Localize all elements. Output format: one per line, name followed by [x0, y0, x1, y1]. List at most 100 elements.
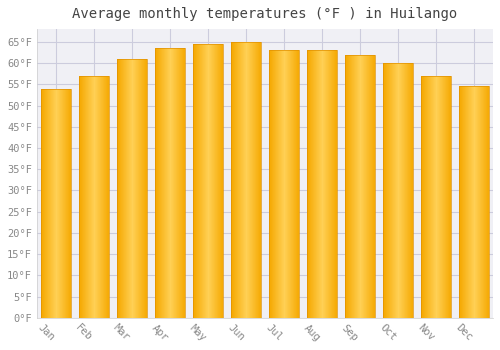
- Bar: [84, 76, 85, 318]
- Bar: [327, 50, 328, 318]
- Bar: [442, 76, 443, 318]
- Bar: [159, 48, 160, 318]
- Bar: [396, 63, 397, 318]
- Bar: [479, 86, 480, 318]
- Bar: [397, 63, 398, 318]
- Bar: [449, 76, 450, 318]
- Bar: [348, 55, 349, 318]
- Bar: [126, 59, 127, 318]
- Bar: [440, 76, 441, 318]
- Bar: [307, 50, 337, 318]
- Bar: [214, 44, 215, 318]
- Bar: [155, 48, 156, 318]
- Bar: [333, 50, 334, 318]
- Bar: [309, 50, 310, 318]
- Bar: [410, 63, 411, 318]
- Bar: [238, 42, 239, 318]
- Bar: [435, 76, 436, 318]
- Bar: [52, 89, 53, 318]
- Bar: [269, 50, 270, 318]
- Bar: [138, 59, 139, 318]
- Bar: [200, 44, 201, 318]
- Bar: [79, 76, 80, 318]
- Bar: [97, 76, 98, 318]
- Bar: [117, 59, 118, 318]
- Bar: [369, 55, 370, 318]
- Bar: [288, 50, 289, 318]
- Bar: [313, 50, 314, 318]
- Bar: [329, 50, 330, 318]
- Bar: [290, 50, 291, 318]
- Bar: [448, 76, 449, 318]
- Bar: [44, 89, 45, 318]
- Bar: [383, 63, 413, 318]
- Bar: [352, 55, 353, 318]
- Bar: [133, 59, 134, 318]
- Bar: [233, 42, 234, 318]
- Bar: [204, 44, 205, 318]
- Bar: [239, 42, 240, 318]
- Bar: [158, 48, 159, 318]
- Bar: [92, 76, 93, 318]
- Bar: [218, 44, 219, 318]
- Bar: [359, 55, 360, 318]
- Bar: [93, 76, 94, 318]
- Bar: [141, 59, 142, 318]
- Bar: [169, 48, 170, 318]
- Bar: [100, 76, 101, 318]
- Bar: [122, 59, 123, 318]
- Bar: [355, 55, 356, 318]
- Bar: [251, 42, 252, 318]
- Bar: [174, 48, 175, 318]
- Bar: [331, 50, 332, 318]
- Bar: [98, 76, 99, 318]
- Bar: [399, 63, 400, 318]
- Bar: [395, 63, 396, 318]
- Bar: [162, 48, 163, 318]
- Bar: [346, 55, 347, 318]
- Bar: [325, 50, 326, 318]
- Bar: [283, 50, 284, 318]
- Bar: [240, 42, 241, 318]
- Bar: [213, 44, 214, 318]
- Bar: [247, 42, 248, 318]
- Bar: [356, 55, 357, 318]
- Bar: [173, 48, 174, 318]
- Bar: [128, 59, 129, 318]
- Bar: [361, 55, 362, 318]
- Bar: [278, 50, 279, 318]
- Bar: [193, 44, 194, 318]
- Bar: [120, 59, 121, 318]
- Bar: [68, 89, 70, 318]
- Bar: [294, 50, 295, 318]
- Bar: [55, 89, 56, 318]
- Bar: [43, 89, 44, 318]
- Bar: [394, 63, 395, 318]
- Bar: [57, 89, 58, 318]
- Bar: [354, 55, 355, 318]
- Bar: [219, 44, 220, 318]
- Bar: [463, 86, 464, 318]
- Bar: [207, 44, 208, 318]
- Bar: [411, 63, 412, 318]
- Bar: [446, 76, 447, 318]
- Bar: [132, 59, 133, 318]
- Bar: [157, 48, 158, 318]
- Bar: [450, 76, 451, 318]
- Bar: [475, 86, 476, 318]
- Bar: [464, 86, 465, 318]
- Bar: [310, 50, 311, 318]
- Bar: [421, 76, 422, 318]
- Bar: [335, 50, 336, 318]
- Bar: [426, 76, 427, 318]
- Bar: [54, 89, 55, 318]
- Bar: [232, 42, 233, 318]
- Bar: [466, 86, 467, 318]
- Bar: [123, 59, 124, 318]
- Bar: [242, 42, 243, 318]
- Bar: [406, 63, 407, 318]
- Bar: [58, 89, 59, 318]
- Bar: [447, 76, 448, 318]
- Bar: [272, 50, 273, 318]
- Bar: [422, 76, 423, 318]
